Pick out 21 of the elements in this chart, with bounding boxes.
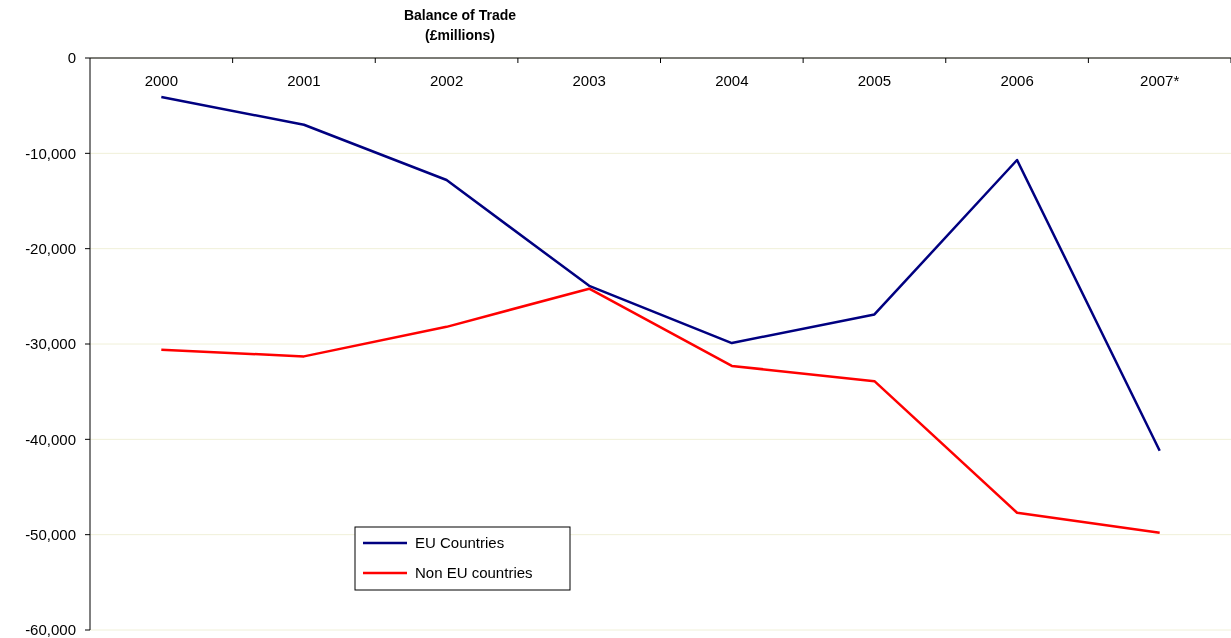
x-tick-label: 2004 [715, 72, 749, 89]
legend-label: EU Countries [415, 534, 505, 552]
line-series [160, 287, 1161, 535]
y-tick-label: -40,000 [25, 430, 76, 448]
x-tick-label: 2003 [572, 72, 606, 89]
x-tick-label: 2006 [1000, 72, 1034, 89]
legend-label: Non EU countries [415, 564, 533, 582]
y-tick-label: -60,000 [25, 621, 76, 638]
x-tick-label: 2007* [1140, 72, 1180, 89]
y-tick-label: -30,000 [25, 335, 76, 353]
x-tick-label: 2001 [287, 72, 321, 89]
x-tick-label: 2005 [857, 72, 892, 89]
y-tick-label: 0 [67, 49, 76, 67]
y-tick-label: -10,000 [25, 144, 76, 162]
chart-subtitle: (£millions) [424, 27, 496, 43]
y-tick-label: -50,000 [25, 525, 76, 543]
x-tick-label: 2002 [429, 72, 464, 89]
y-tick-label: -20,000 [25, 239, 76, 257]
x-tick-label: 2000 [144, 72, 178, 89]
line-series [160, 95, 1161, 453]
chart-title: Balance of Trade [403, 7, 517, 23]
